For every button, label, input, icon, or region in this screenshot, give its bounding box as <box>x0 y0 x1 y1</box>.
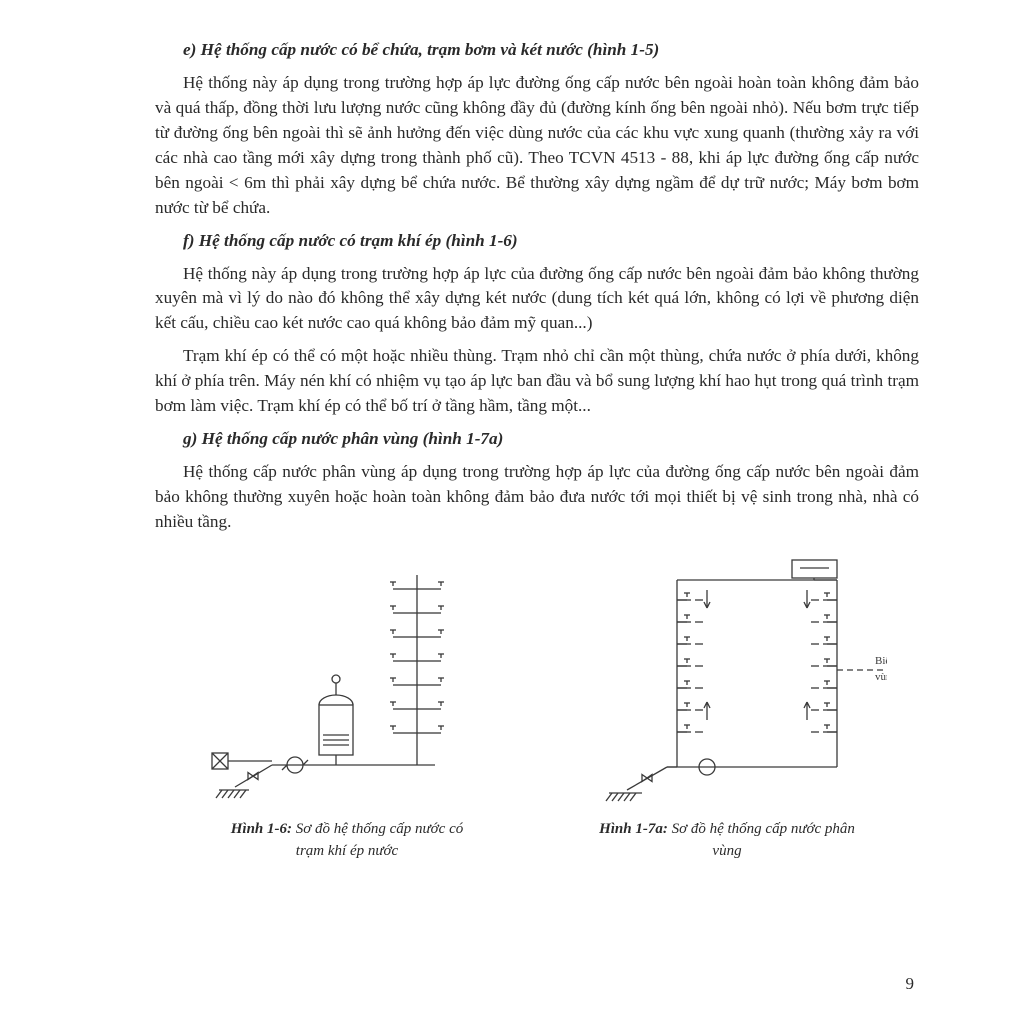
caption-1-6-prefix: Hình 1-6: <box>231 821 292 837</box>
figure-captions: Hình 1-6: Sơ đồ hệ thống cấp nước có trạ… <box>155 819 919 863</box>
figures-area: Biên giới vùng cấp nước <box>155 555 919 815</box>
para-e-1: Hệ thống này áp dụng trong trường hợp áp… <box>155 71 919 221</box>
para-f-2: Trạm khí ép có thể có một hoặc nhiều thù… <box>155 344 919 419</box>
page-number: 9 <box>906 974 915 994</box>
para-g-1: Hệ thống cấp nước phân vùng áp dụng tron… <box>155 460 919 535</box>
heading-f: f) Hệ thống cấp nước có trạm khí ép (hìn… <box>155 229 919 254</box>
svg-text:Biên giới: Biên giới <box>875 655 887 667</box>
figures-svg: Biên giới vùng cấp nước <box>187 555 887 815</box>
document-page: e) Hệ thống cấp nước có bể chứa, trạm bơ… <box>0 0 1024 862</box>
caption-1-7a-prefix: Hình 1-7a: <box>599 821 668 837</box>
heading-e: e) Hệ thống cấp nước có bể chứa, trạm bơ… <box>155 38 919 63</box>
caption-1-7a: Hình 1-7a: Sơ đồ hệ thống cấp nước phân … <box>597 819 857 863</box>
caption-1-6: Hình 1-6: Sơ đồ hệ thống cấp nước có trạ… <box>217 819 477 863</box>
caption-1-7a-text: Sơ đồ hệ thống cấp nước phân vùng <box>672 821 855 859</box>
svg-text:vùng cấp nước: vùng cấp nước <box>875 671 887 683</box>
para-f-1: Hệ thống này áp dụng trong trường hợp áp… <box>155 262 919 337</box>
heading-g: g) Hệ thống cấp nước phân vùng (hình 1-7… <box>155 427 919 452</box>
caption-1-6-text: Sơ đồ hệ thống cấp nước có trạm khí ép n… <box>296 821 464 859</box>
